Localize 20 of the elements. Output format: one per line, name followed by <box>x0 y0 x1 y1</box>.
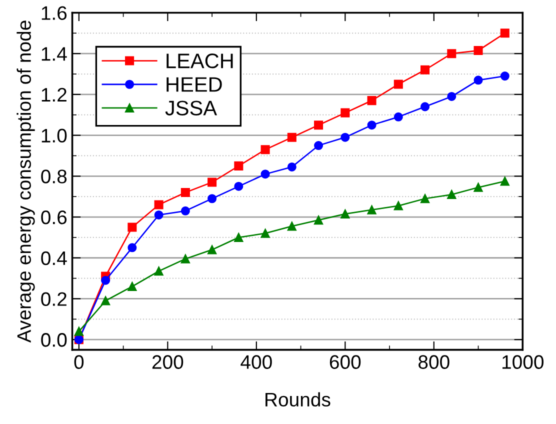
x-tick-label: 400 <box>240 355 272 369</box>
y-tick-label: 0.8 <box>41 170 67 184</box>
y-axis-title: Average energy consumption of node <box>16 20 35 343</box>
legend-label: JSSA <box>165 100 218 116</box>
y-tick-label: 0.4 <box>41 251 67 266</box>
legend-label: LEACH <box>166 54 233 68</box>
y-tick-label: 1.6 <box>42 6 67 20</box>
legend-label: HEED <box>166 77 222 92</box>
x-tick-label: 0 <box>74 355 84 369</box>
y-tick-label: 0.6 <box>41 210 67 224</box>
x-axis-title: Rounds <box>266 392 330 407</box>
x-tick-label: 600 <box>330 355 361 369</box>
y-tick-label: 0.2 <box>41 292 66 306</box>
y-tick-label: 1.4 <box>42 47 67 61</box>
x-tick-label: 800 <box>418 355 450 369</box>
y-tick-label: 1.2 <box>42 88 66 102</box>
x-tick-label: 1000 <box>502 355 544 369</box>
y-tick-label: 1.0 <box>42 128 67 143</box>
x-tick-label: 200 <box>152 355 184 369</box>
y-tick-label: 0.0 <box>41 333 67 347</box>
